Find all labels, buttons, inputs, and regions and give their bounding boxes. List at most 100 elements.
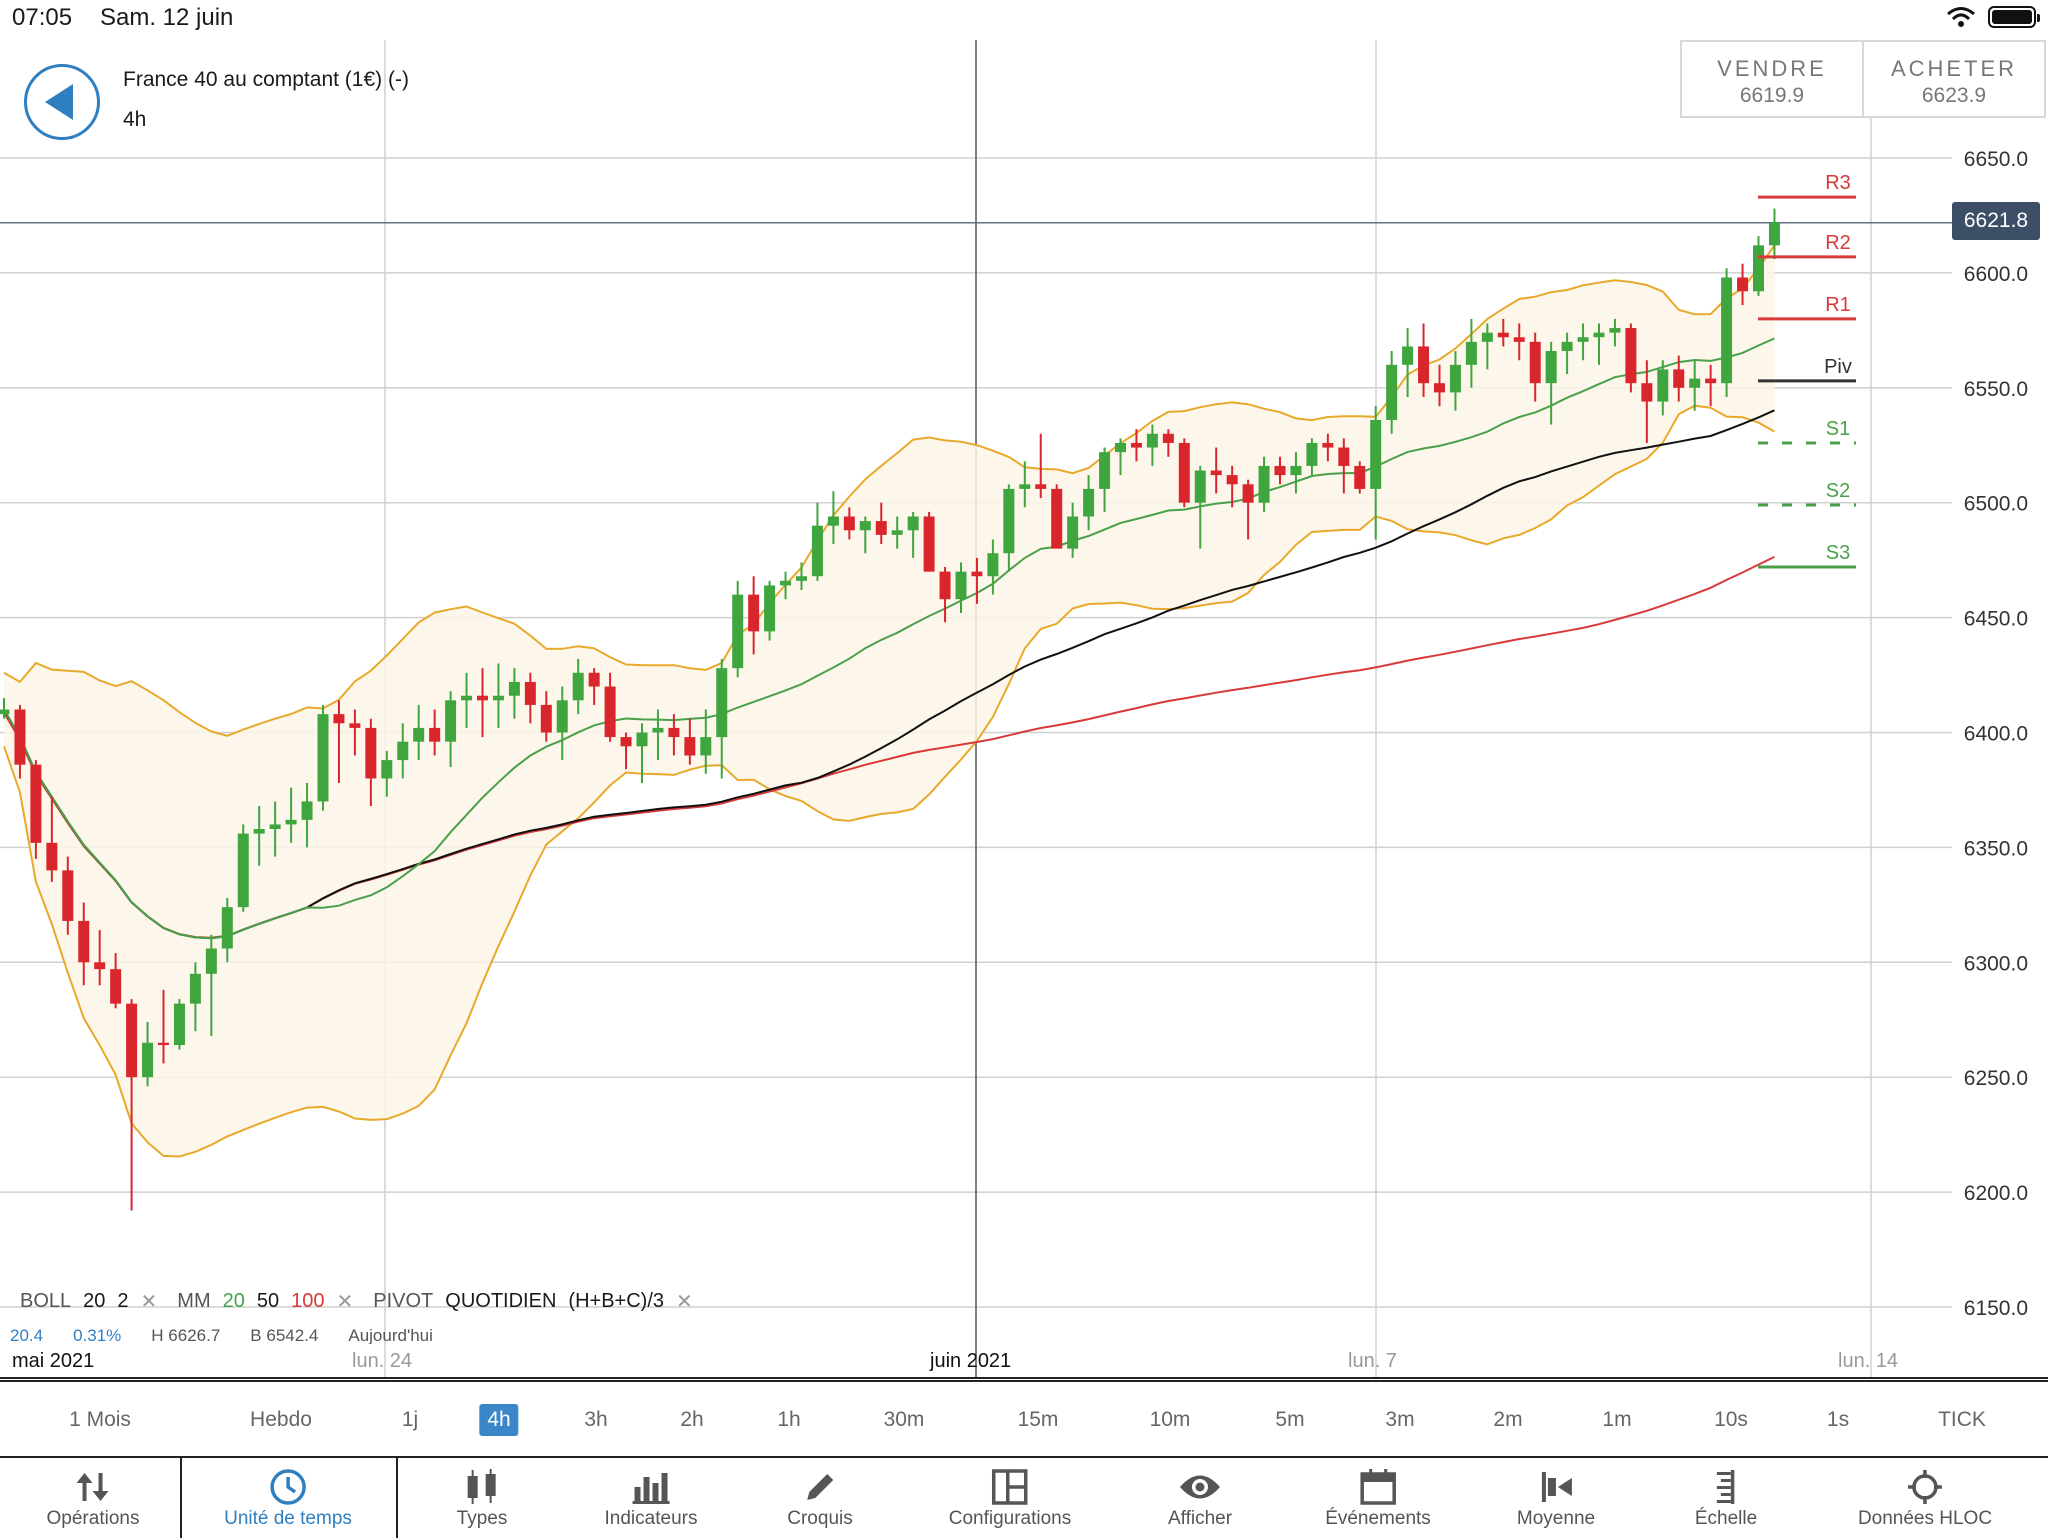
tf-tick[interactable]: TICK <box>1938 1408 1986 1431</box>
indicator-value-1: 20.4 <box>10 1326 44 1344</box>
pivot-label: S2 <box>1826 480 1850 502</box>
croquis-button[interactable]: Croquis <box>787 1458 853 1538</box>
bollinger-fill <box>4 245 1775 1157</box>
tf-1h[interactable]: 1h <box>777 1408 801 1431</box>
candle-body <box>1226 475 1238 485</box>
candle-body <box>349 723 361 728</box>
tf-hebdo[interactable]: Hebdo <box>250 1408 312 1431</box>
calendar-icon <box>1360 1469 1396 1505</box>
unite-de-temps-button[interactable]: Unité de temps <box>224 1458 352 1538</box>
candle-body <box>30 764 42 843</box>
mm-label[interactable]: MM <box>177 1290 211 1312</box>
candle-body <box>78 920 90 963</box>
configurations-label: Configurations <box>948 1508 1072 1529</box>
back-button[interactable] <box>24 64 100 140</box>
timeframe-bar: 1 Mois Hebdo 1j 4h 3h 2h 1h 30m 15m 10m … <box>0 1380 2048 1458</box>
pivot-label[interactable]: PIVOT <box>373 1290 434 1312</box>
bottom-toolbar: Opérations Unité de temps Types Indicate… <box>0 1456 2048 1538</box>
indicateurs-button[interactable]: Indicateurs <box>605 1458 697 1538</box>
date-label-lun14: lun. 14 <box>1838 1350 1899 1372</box>
pivot-label: R1 <box>1825 294 1851 316</box>
candle-body <box>333 714 345 724</box>
indicator-today: Aujourd'hui <box>348 1326 433 1344</box>
price-chart[interactable]: R3 R2 R1 Piv S1 S2 S3 6650.0 6600.0 6550.0 6500.0… <box>0 0 2048 1380</box>
candlestick-icon <box>467 1469 496 1504</box>
candle-body <box>1019 484 1031 489</box>
croquis-label: Croquis <box>787 1508 853 1529</box>
boll-label[interactable]: BOLL <box>20 1290 72 1312</box>
tf-10m[interactable]: 10m <box>1149 1408 1191 1431</box>
candle-body <box>508 681 520 696</box>
tf-30m[interactable]: 30m <box>883 1408 925 1431</box>
evenements-button[interactable]: Événements <box>1325 1458 1431 1538</box>
tf-2m[interactable]: 2m <box>1493 1408 1523 1431</box>
y-tick-label: 6600.0 <box>1964 263 2028 286</box>
donnees-hloc-button[interactable]: Données HLOC <box>1858 1458 1992 1538</box>
indicator-high: H 6626.7 <box>151 1326 221 1344</box>
crosshair-icon <box>1908 1470 1942 1504</box>
buy-price: 6623.9 <box>1921 84 1987 107</box>
candle-body <box>1178 442 1190 503</box>
candle-body <box>445 700 457 742</box>
candle-body <box>62 870 74 921</box>
operations-label: Opérations <box>46 1508 140 1529</box>
moyenne-button[interactable]: Moyenne <box>1517 1458 1595 1538</box>
candle-body <box>397 741 409 761</box>
tf-3m[interactable]: 3m <box>1385 1408 1415 1431</box>
tf-1j[interactable]: 1j <box>401 1408 419 1431</box>
candle-body <box>477 695 488 701</box>
pivot-label: S1 <box>1826 418 1850 440</box>
tf-3h[interactable]: 3h <box>584 1408 608 1431</box>
pivot-formula: (H+B+C)/3 <box>568 1290 664 1312</box>
remove-boll-icon[interactable]: ✕ <box>140 1291 158 1313</box>
sell-label: VENDRE <box>1717 56 1827 81</box>
configurations-button[interactable]: Configurations <box>948 1458 1072 1538</box>
candle-body <box>780 580 792 586</box>
candle-body <box>764 585 776 632</box>
tf-5m[interactable]: 5m <box>1275 1408 1305 1431</box>
buy-button[interactable]: ACHETER 6623.9 <box>1862 40 2046 118</box>
candle-body <box>1593 332 1605 338</box>
candle-body <box>1370 419 1382 489</box>
operations-button[interactable]: Opérations <box>46 1458 140 1538</box>
candle-body <box>668 727 680 738</box>
tf-2h[interactable]: 2h <box>680 1408 704 1431</box>
candle-body <box>269 824 281 830</box>
pivot-label: Piv <box>1824 356 1852 378</box>
echelle-button[interactable]: Échelle <box>1695 1458 1757 1538</box>
candle-body <box>1130 442 1142 448</box>
candle-body <box>540 704 552 733</box>
candle-body <box>14 709 26 765</box>
date-label-mai: mai 2021 <box>12 1350 95 1372</box>
candle-body <box>285 819 297 825</box>
remove-mm-icon[interactable]: ✕ <box>336 1291 354 1313</box>
sell-button[interactable]: VENDRE 6619.9 <box>1680 40 1864 118</box>
candle-body <box>1402 346 1414 365</box>
average-icon <box>1541 1472 1572 1502</box>
tf-15m[interactable]: 15m <box>1017 1408 1059 1431</box>
candle-body <box>827 516 839 526</box>
candle-body <box>1753 245 1764 292</box>
candle-body <box>748 594 760 632</box>
candle-body <box>1067 516 1079 549</box>
tf-4h[interactable]: 4h <box>479 1404 519 1436</box>
indicator-low: B 6542.4 <box>250 1326 319 1344</box>
afficher-button[interactable]: Afficher <box>1168 1458 1232 1538</box>
tf-1m[interactable]: 1m <box>1602 1408 1632 1431</box>
mm-period-20: 20 <box>222 1290 245 1312</box>
candle-body <box>1115 442 1126 453</box>
eye-icon <box>1179 1475 1220 1499</box>
tf-10s[interactable]: 10s <box>1714 1408 1748 1431</box>
candle-body <box>1290 465 1302 476</box>
indicator-value-2: 0.31% <box>73 1326 122 1344</box>
status-icons <box>1946 6 2040 28</box>
candle-body <box>173 1003 185 1046</box>
types-button[interactable]: Types <box>457 1458 507 1538</box>
toolbar-divider <box>396 1458 398 1538</box>
candle-body <box>1083 488 1095 517</box>
afficher-label: Afficher <box>1167 1508 1233 1529</box>
tf-1-mois[interactable]: 1 Mois <box>69 1408 131 1431</box>
remove-pivot-icon[interactable]: ✕ <box>676 1291 693 1313</box>
candle-body <box>1737 277 1749 292</box>
tf-1s[interactable]: 1s <box>1826 1408 1850 1431</box>
